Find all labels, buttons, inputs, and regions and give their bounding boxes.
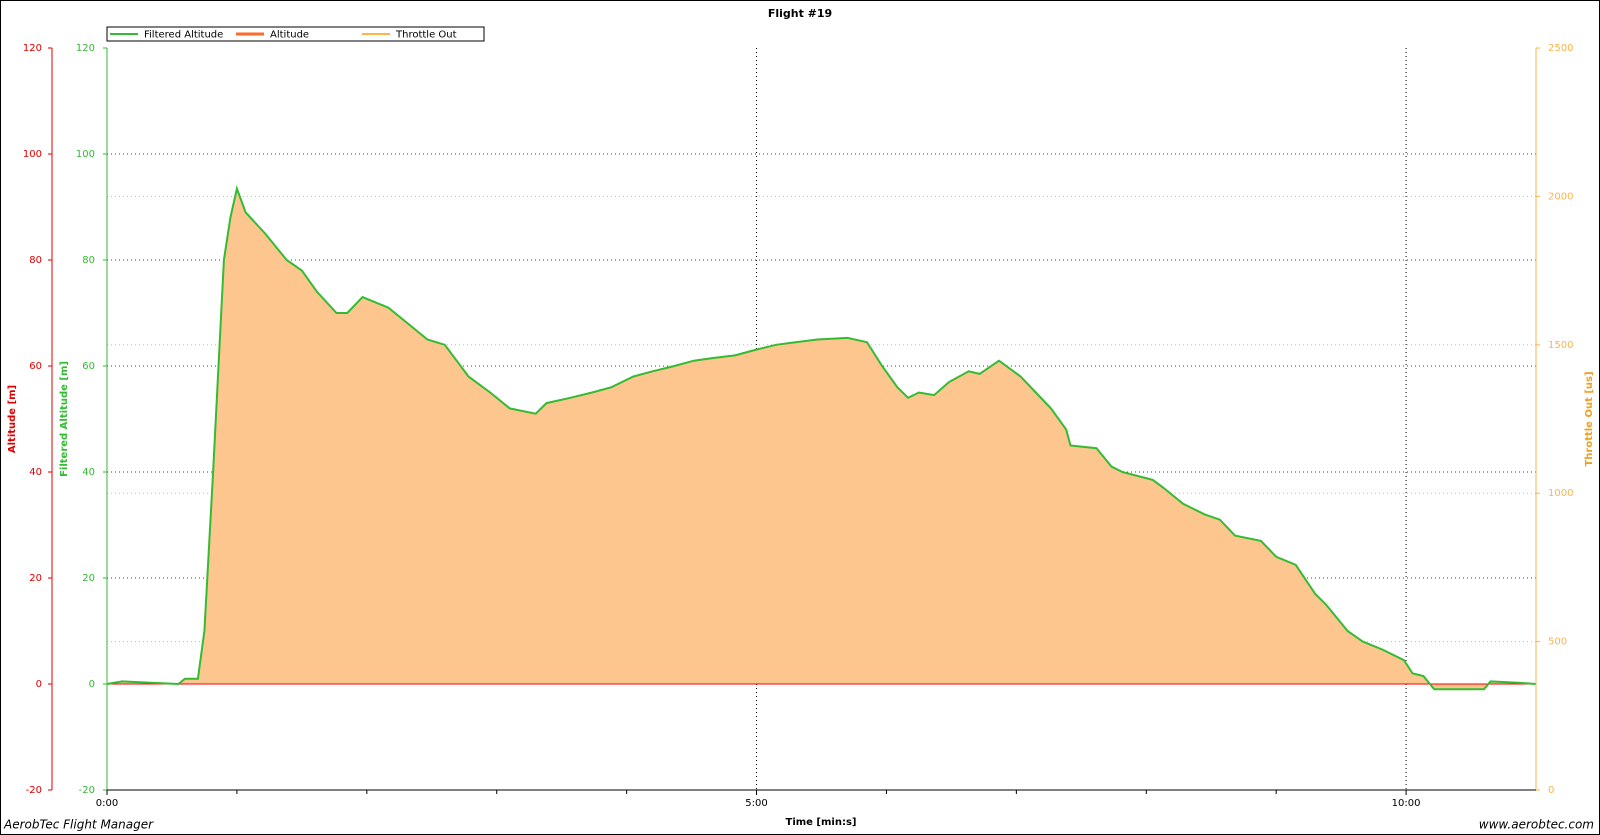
y-inner-tick-label: 40 — [82, 467, 95, 478]
legend — [106, 26, 485, 42]
y-inner-tick-label: 120 — [76, 43, 95, 54]
x-axis-label: Time [min:s] — [786, 817, 857, 828]
y-inner-tick-label: 60 — [82, 361, 95, 372]
y2-tick-label: 2000 — [1548, 191, 1573, 202]
y-axis-label: Altitude [m] — [7, 385, 18, 453]
y-tick-label: 100 — [23, 149, 42, 160]
chart-title: Flight #19 — [768, 7, 832, 20]
y-tick-label: 60 — [29, 361, 42, 372]
x-tick-label: 5:00 — [745, 798, 767, 809]
y-tick-label: 0 — [36, 679, 42, 690]
y-inner-tick-label: 0 — [89, 679, 95, 690]
x-tick-label: 10:00 — [1392, 798, 1421, 809]
y2-tick-label: 0 — [1548, 785, 1554, 796]
y2-axis-label: Throttle Out [us] — [1584, 371, 1595, 466]
y-inner-tick-label: 100 — [76, 149, 95, 160]
area — [107, 188, 1536, 690]
legend-label: Altitude — [270, 30, 309, 41]
y-tick-label: -20 — [26, 785, 42, 796]
y-tick-label: 20 — [29, 573, 42, 584]
line — [106, 184, 1537, 691]
y-tick-label: 120 — [23, 43, 42, 54]
x-tick-label: 0:00 — [96, 798, 118, 809]
y-inner-tick-label: 80 — [82, 255, 95, 266]
y-inner-axis-label: Filtered Altitude [m] — [59, 361, 70, 477]
y2-tick-label: 1000 — [1548, 488, 1573, 499]
y-inner-tick-label: 20 — [82, 573, 95, 584]
y-inner-tick-label: -20 — [79, 785, 95, 796]
y2-tick-label: 500 — [1548, 637, 1567, 648]
legend-label: Throttle Out — [395, 30, 457, 41]
y-tick-label: 40 — [29, 467, 42, 478]
y-tick-label: 80 — [29, 255, 42, 266]
legend-label: Filtered Altitude — [144, 30, 223, 41]
y2-tick-label: 1500 — [1548, 340, 1573, 351]
y2-tick-label: 2500 — [1548, 43, 1573, 54]
footer-right: www.aerobtec.com — [1479, 818, 1594, 832]
footer-left: AerobTec Flight Manager — [3, 818, 154, 832]
